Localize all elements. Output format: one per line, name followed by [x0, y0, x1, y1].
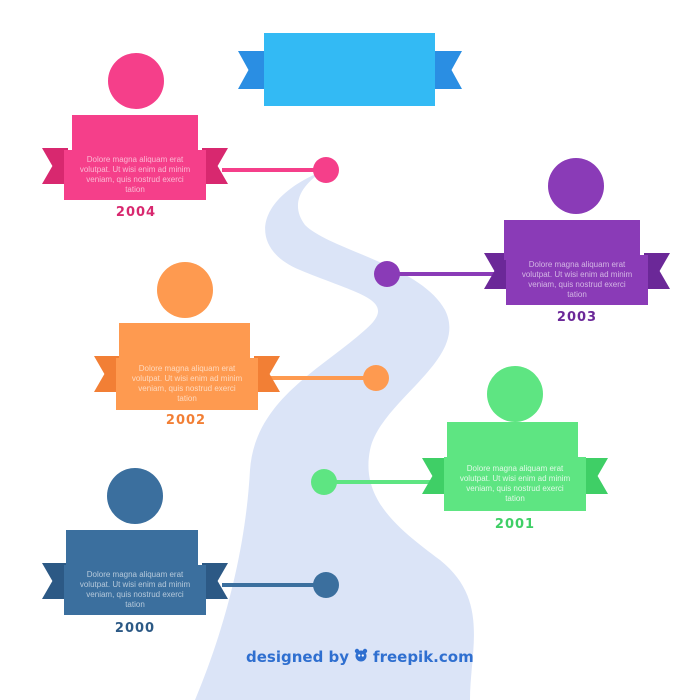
- event-2004-year: 2004: [115, 205, 157, 220]
- event-2002-year: 2002: [165, 413, 207, 428]
- credit-prefix: designed by: [246, 648, 350, 666]
- event-2004-card-band: Dolore magna aliquam erat volutpat. Ut w…: [64, 150, 206, 200]
- event-2002-text: Dolore magna aliquam erat volutpat. Ut w…: [131, 364, 243, 403]
- event-2003-card: Dolore magna aliquam erat volutpat. Ut w…: [484, 220, 670, 310]
- event-2002-connector: [262, 376, 372, 380]
- freepik-logo-icon: [353, 648, 369, 666]
- event-2003-dot[interactable]: [374, 261, 400, 287]
- freepik-credit[interactable]: designed by freepik.com: [246, 648, 474, 666]
- credit-brand: freepik.com: [373, 648, 474, 666]
- event-2003-avatar: [548, 158, 604, 214]
- event-2001-avatar: [487, 366, 543, 422]
- title-banner: [264, 33, 435, 106]
- event-2001-card-band: Dolore magna aliquam erat volutpat. Ut w…: [444, 457, 586, 511]
- event-2001-card: Dolore magna aliquam erat volutpat. Ut w…: [422, 422, 608, 512]
- event-2004-avatar: [108, 53, 164, 109]
- event-2002-card-tab: [119, 323, 250, 363]
- event-2002-dot[interactable]: [363, 365, 389, 391]
- event-2003-card-band: Dolore magna aliquam erat volutpat. Ut w…: [506, 255, 648, 305]
- event-2002-avatar: [157, 262, 213, 318]
- event-2003-card-tab: [504, 220, 640, 260]
- event-2000-connector: [222, 583, 322, 587]
- event-2000-card: Dolore magna aliquam erat volutpat. Ut w…: [42, 530, 228, 620]
- event-2001-connector: [328, 480, 438, 484]
- event-2000-dot[interactable]: [313, 572, 339, 598]
- event-2003-year: 2003: [556, 310, 598, 325]
- event-2000-avatar: [107, 468, 163, 524]
- event-2004-connector: [222, 168, 322, 172]
- event-2001-text: Dolore magna aliquam erat volutpat. Ut w…: [459, 464, 571, 503]
- event-2002-card: Dolore magna aliquam erat volutpat. Ut w…: [94, 323, 280, 413]
- event-2001-year: 2001: [494, 517, 536, 532]
- event-2001-dot[interactable]: [311, 469, 337, 495]
- event-2000-card-tab: [66, 530, 198, 570]
- event-2004-text: Dolore magna aliquam erat volutpat. Ut w…: [79, 155, 191, 194]
- event-2002-card-band: Dolore magna aliquam erat volutpat. Ut w…: [116, 358, 258, 410]
- event-2000-text: Dolore magna aliquam erat volutpat. Ut w…: [79, 570, 191, 609]
- event-2000-card-band: Dolore magna aliquam erat volutpat. Ut w…: [64, 565, 206, 615]
- event-2004-card-tab: [72, 115, 198, 155]
- event-2003-connector: [390, 272, 505, 276]
- event-2004-dot[interactable]: [313, 157, 339, 183]
- event-2004-card: Dolore magna aliquam erat volutpat. Ut w…: [42, 115, 228, 205]
- event-2003-text: Dolore magna aliquam erat volutpat. Ut w…: [521, 260, 633, 299]
- event-2000-year: 2000: [114, 621, 156, 636]
